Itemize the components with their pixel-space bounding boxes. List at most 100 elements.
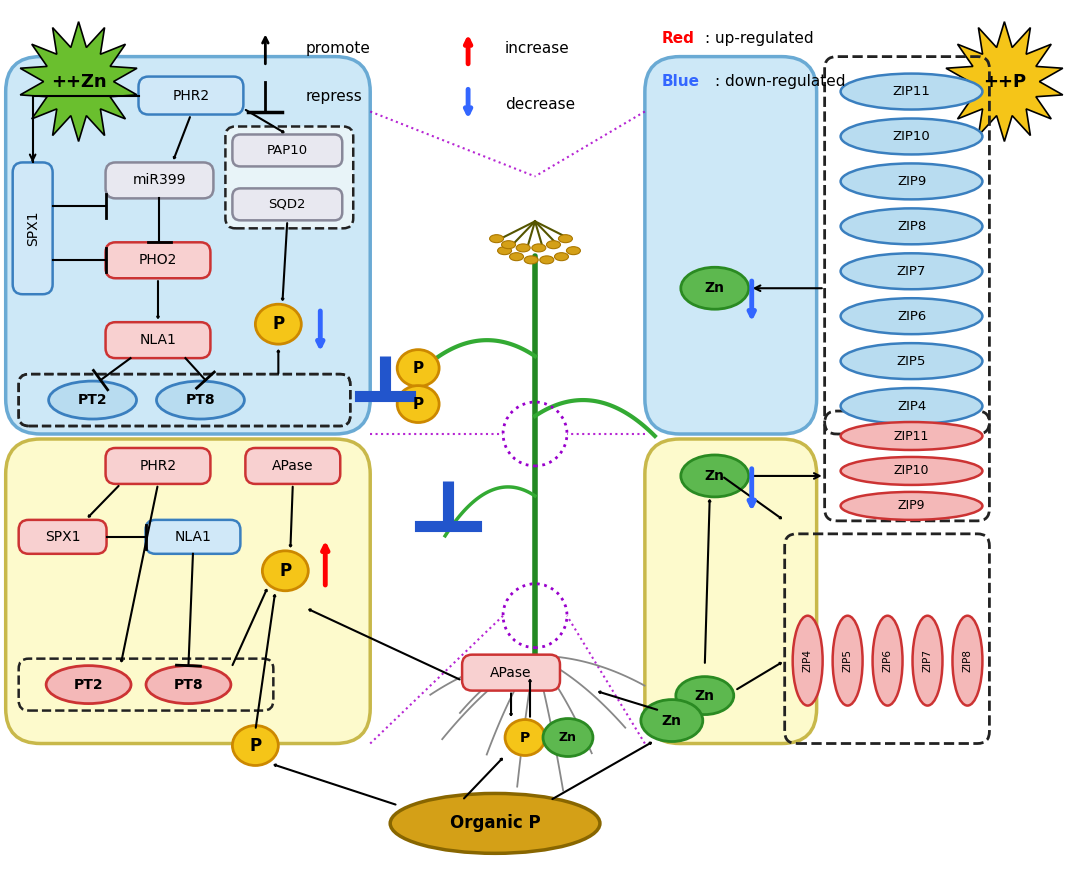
FancyBboxPatch shape bbox=[232, 135, 342, 166]
FancyBboxPatch shape bbox=[106, 448, 211, 484]
Text: ZIP8: ZIP8 bbox=[896, 220, 927, 233]
Text: Blue: Blue bbox=[662, 74, 700, 89]
Ellipse shape bbox=[516, 244, 530, 252]
Text: ZIP10: ZIP10 bbox=[893, 130, 930, 143]
Text: : up-regulated: : up-regulated bbox=[705, 32, 813, 46]
Ellipse shape bbox=[146, 666, 231, 703]
FancyBboxPatch shape bbox=[106, 243, 211, 279]
Text: SPX1: SPX1 bbox=[45, 530, 80, 544]
FancyBboxPatch shape bbox=[106, 322, 211, 358]
Text: PHO2: PHO2 bbox=[139, 253, 177, 267]
Text: APase: APase bbox=[490, 666, 531, 680]
Text: P: P bbox=[272, 315, 284, 333]
Ellipse shape bbox=[554, 252, 568, 261]
Ellipse shape bbox=[840, 208, 983, 244]
FancyBboxPatch shape bbox=[245, 448, 340, 484]
Ellipse shape bbox=[840, 422, 983, 450]
Ellipse shape bbox=[531, 244, 545, 252]
Text: Organic P: Organic P bbox=[449, 815, 540, 832]
Ellipse shape bbox=[489, 235, 503, 243]
Text: decrease: decrease bbox=[505, 97, 576, 112]
FancyBboxPatch shape bbox=[5, 439, 370, 744]
Text: ZIP9: ZIP9 bbox=[896, 175, 927, 188]
Text: PHR2: PHR2 bbox=[173, 88, 210, 102]
Text: ZIP4: ZIP4 bbox=[802, 649, 812, 672]
Polygon shape bbox=[21, 22, 137, 141]
Ellipse shape bbox=[873, 616, 903, 705]
Ellipse shape bbox=[840, 343, 983, 379]
Text: promote: promote bbox=[306, 41, 370, 56]
Text: ZIP5: ZIP5 bbox=[896, 355, 927, 368]
Text: repress: repress bbox=[306, 89, 362, 104]
Ellipse shape bbox=[680, 267, 748, 309]
Ellipse shape bbox=[524, 256, 538, 264]
Ellipse shape bbox=[510, 252, 524, 261]
Text: ZIP7: ZIP7 bbox=[896, 265, 927, 278]
Text: SQD2: SQD2 bbox=[269, 198, 306, 211]
Ellipse shape bbox=[46, 666, 131, 703]
Text: miR399: miR399 bbox=[133, 173, 186, 187]
Ellipse shape bbox=[840, 118, 983, 154]
Ellipse shape bbox=[676, 676, 733, 715]
Text: PT8: PT8 bbox=[186, 393, 215, 407]
Text: PAP10: PAP10 bbox=[267, 144, 308, 157]
Text: PT2: PT2 bbox=[73, 678, 104, 692]
Ellipse shape bbox=[397, 350, 440, 386]
Ellipse shape bbox=[840, 74, 983, 110]
Ellipse shape bbox=[255, 304, 301, 344]
Ellipse shape bbox=[840, 388, 983, 424]
FancyBboxPatch shape bbox=[645, 439, 816, 744]
Text: ZIP6: ZIP6 bbox=[896, 310, 927, 322]
Text: NLA1: NLA1 bbox=[175, 530, 212, 544]
Text: APase: APase bbox=[272, 459, 313, 473]
Text: P: P bbox=[413, 397, 423, 412]
Text: PT2: PT2 bbox=[78, 393, 107, 407]
Ellipse shape bbox=[953, 616, 983, 705]
Ellipse shape bbox=[840, 457, 983, 485]
Text: Red: Red bbox=[662, 32, 694, 46]
Ellipse shape bbox=[498, 247, 512, 255]
FancyBboxPatch shape bbox=[232, 188, 342, 221]
FancyBboxPatch shape bbox=[106, 162, 214, 198]
Text: ZIP8: ZIP8 bbox=[962, 649, 972, 672]
Text: ZIP6: ZIP6 bbox=[882, 649, 892, 672]
Text: ZIP5: ZIP5 bbox=[842, 649, 852, 672]
Ellipse shape bbox=[546, 241, 561, 249]
Text: increase: increase bbox=[505, 41, 570, 56]
Ellipse shape bbox=[505, 719, 545, 755]
Text: Zn: Zn bbox=[662, 714, 681, 728]
FancyBboxPatch shape bbox=[146, 519, 241, 554]
Text: ZIP11: ZIP11 bbox=[892, 85, 931, 98]
Text: ZIP7: ZIP7 bbox=[922, 649, 932, 672]
Ellipse shape bbox=[840, 492, 983, 519]
Text: Zn: Zn bbox=[559, 731, 577, 744]
FancyBboxPatch shape bbox=[18, 519, 107, 554]
Ellipse shape bbox=[640, 700, 703, 741]
Text: Zn: Zn bbox=[705, 469, 725, 483]
FancyBboxPatch shape bbox=[645, 57, 816, 434]
Text: P: P bbox=[249, 737, 261, 754]
Ellipse shape bbox=[157, 381, 244, 419]
FancyBboxPatch shape bbox=[226, 126, 353, 229]
Ellipse shape bbox=[833, 616, 863, 705]
Text: ZIP10: ZIP10 bbox=[894, 464, 929, 477]
Text: P: P bbox=[413, 361, 423, 376]
Ellipse shape bbox=[390, 794, 599, 853]
Ellipse shape bbox=[840, 164, 983, 200]
FancyBboxPatch shape bbox=[462, 654, 559, 690]
Ellipse shape bbox=[540, 256, 554, 264]
FancyBboxPatch shape bbox=[5, 57, 370, 434]
Text: Zn: Zn bbox=[694, 689, 715, 703]
Text: : down-regulated: : down-regulated bbox=[715, 74, 846, 89]
Ellipse shape bbox=[913, 616, 943, 705]
Ellipse shape bbox=[840, 253, 983, 289]
Ellipse shape bbox=[793, 616, 823, 705]
Text: ZIP11: ZIP11 bbox=[894, 429, 929, 442]
Text: ZIP4: ZIP4 bbox=[896, 399, 927, 413]
Text: SPX1: SPX1 bbox=[26, 210, 40, 246]
FancyBboxPatch shape bbox=[13, 162, 53, 294]
Ellipse shape bbox=[262, 551, 308, 590]
Polygon shape bbox=[946, 22, 1063, 141]
Ellipse shape bbox=[558, 235, 572, 243]
Ellipse shape bbox=[501, 241, 515, 249]
